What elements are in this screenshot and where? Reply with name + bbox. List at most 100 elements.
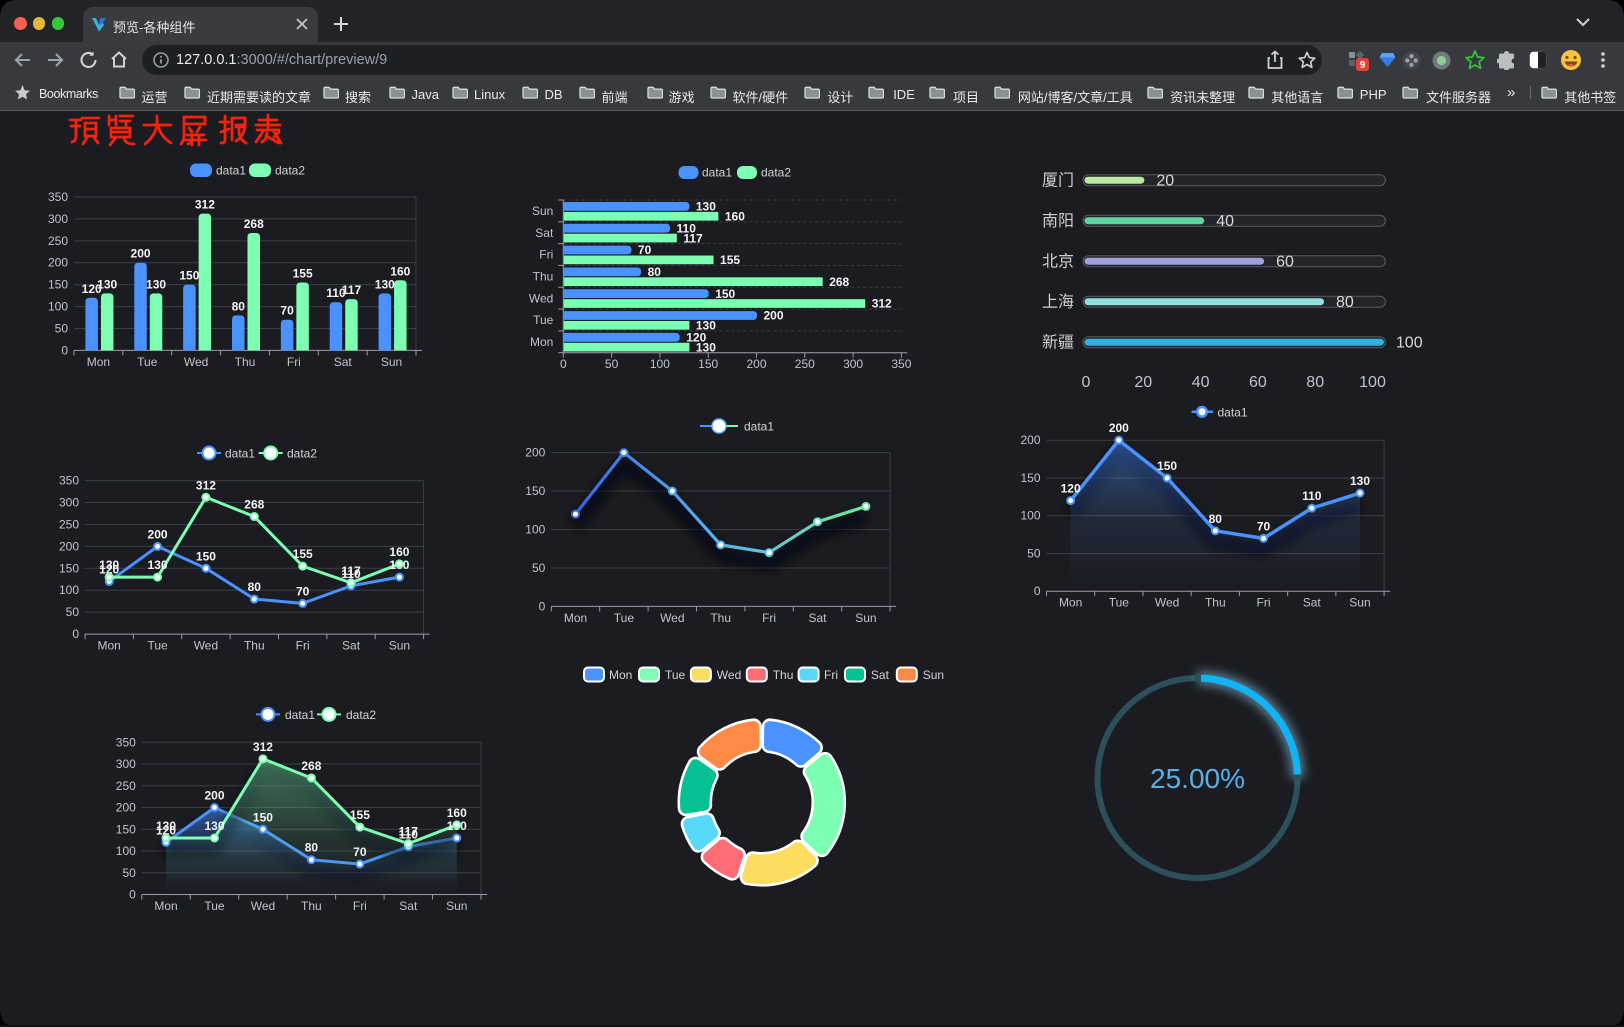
- svg-text:50: 50: [605, 357, 619, 371]
- svg-text:20: 20: [1134, 374, 1152, 391]
- svg-text:Sat: Sat: [399, 899, 418, 913]
- svg-text:Sat: Sat: [535, 226, 554, 240]
- svg-text:110: 110: [341, 567, 361, 581]
- svg-text:Wed: Wed: [1155, 596, 1179, 610]
- svg-text:data2: data2: [287, 447, 317, 461]
- svg-text:Tue: Tue: [665, 668, 686, 682]
- svg-text:Fri: Fri: [539, 248, 553, 262]
- svg-text:130: 130: [99, 558, 119, 572]
- svg-text:0: 0: [129, 888, 136, 902]
- svg-text:80: 80: [648, 265, 662, 279]
- svg-text:data1: data1: [285, 708, 315, 722]
- svg-text:data2: data2: [346, 708, 376, 722]
- svg-text:100: 100: [59, 583, 79, 597]
- svg-text:0: 0: [539, 599, 546, 613]
- svg-text:Thu: Thu: [710, 611, 731, 625]
- svg-text:130: 130: [204, 819, 224, 833]
- svg-text:160: 160: [390, 264, 410, 278]
- svg-text:200: 200: [204, 789, 224, 803]
- svg-text:Thu: Thu: [235, 355, 256, 369]
- svg-text:250: 250: [48, 234, 68, 248]
- svg-text:120: 120: [99, 562, 119, 576]
- svg-text:data1: data1: [702, 166, 732, 180]
- svg-text:350: 350: [48, 190, 68, 204]
- svg-text:160: 160: [725, 209, 745, 223]
- svg-text:50: 50: [55, 321, 69, 335]
- svg-text:Mon: Mon: [87, 355, 110, 369]
- svg-text:80: 80: [248, 580, 262, 594]
- svg-text:150: 150: [1020, 471, 1040, 485]
- svg-text:150: 150: [196, 549, 216, 563]
- svg-text:Sun: Sun: [532, 204, 553, 218]
- svg-text:Sat: Sat: [342, 639, 361, 653]
- svg-text:Sun: Sun: [381, 355, 402, 369]
- svg-text:117: 117: [683, 231, 703, 245]
- svg-text:Wed: Wed: [717, 668, 741, 682]
- svg-text:Tue: Tue: [1109, 596, 1130, 610]
- svg-text:155: 155: [293, 266, 313, 280]
- svg-text:150: 150: [715, 287, 735, 301]
- svg-text:Mon: Mon: [98, 639, 121, 653]
- svg-text:Thu: Thu: [244, 639, 265, 653]
- svg-text:160: 160: [447, 806, 467, 820]
- svg-text:Wed: Wed: [251, 899, 275, 913]
- svg-text:Sun: Sun: [923, 668, 944, 682]
- svg-text:50: 50: [122, 866, 136, 880]
- svg-text:268: 268: [301, 759, 321, 773]
- svg-text:Wed: Wed: [184, 355, 208, 369]
- svg-text:70: 70: [638, 243, 652, 257]
- svg-text:Sun: Sun: [389, 639, 410, 653]
- svg-text:250: 250: [795, 357, 815, 371]
- svg-text:Fri: Fri: [824, 668, 838, 682]
- svg-text:200: 200: [116, 801, 136, 815]
- svg-text:Thu: Thu: [773, 668, 794, 682]
- svg-text:150: 150: [1157, 459, 1177, 473]
- svg-text:150: 150: [48, 278, 68, 292]
- svg-text:50: 50: [1027, 546, 1041, 560]
- svg-text:130: 130: [146, 277, 166, 291]
- svg-text:Mon: Mon: [564, 611, 587, 625]
- svg-text:0: 0: [560, 357, 567, 371]
- svg-text:150: 150: [525, 484, 545, 498]
- svg-text:150: 150: [253, 810, 273, 824]
- svg-text:120: 120: [82, 282, 102, 296]
- svg-text:Sat: Sat: [808, 611, 827, 625]
- svg-text:200: 200: [48, 256, 68, 270]
- svg-text:0: 0: [1082, 374, 1091, 391]
- svg-text:70: 70: [353, 845, 367, 859]
- svg-text:200: 200: [764, 309, 784, 323]
- svg-text:150: 150: [698, 357, 718, 371]
- svg-text:data2: data2: [761, 166, 791, 180]
- svg-text:Fri: Fri: [1257, 596, 1271, 610]
- svg-text:Sat: Sat: [334, 355, 353, 369]
- svg-text:Sun: Sun: [1349, 596, 1370, 610]
- svg-text:70: 70: [280, 304, 294, 318]
- svg-text:200: 200: [148, 527, 168, 541]
- svg-text:Mon: Mon: [609, 668, 632, 682]
- svg-text:Fri: Fri: [287, 355, 301, 369]
- svg-text:100: 100: [525, 523, 545, 537]
- svg-text:120: 120: [156, 823, 176, 837]
- svg-text:150: 150: [179, 269, 199, 283]
- svg-text:100: 100: [48, 300, 68, 314]
- svg-text:60: 60: [1249, 374, 1267, 391]
- svg-text:250: 250: [116, 779, 136, 793]
- svg-text:200: 200: [1109, 421, 1129, 435]
- svg-text:312: 312: [253, 740, 273, 754]
- svg-text:300: 300: [843, 357, 863, 371]
- svg-text:110: 110: [1302, 489, 1322, 503]
- svg-text:data1: data1: [225, 447, 255, 461]
- svg-text:上海: 上海: [1042, 293, 1074, 311]
- svg-text:data2: data2: [275, 164, 305, 178]
- svg-text:新疆: 新疆: [1042, 334, 1074, 352]
- svg-text:80: 80: [232, 299, 246, 313]
- svg-text:200: 200: [746, 357, 766, 371]
- svg-text:Wed: Wed: [529, 291, 553, 305]
- svg-text:Thu: Thu: [301, 899, 322, 913]
- svg-text:70: 70: [1257, 519, 1271, 533]
- svg-text:120: 120: [686, 330, 706, 344]
- svg-text:100: 100: [1020, 509, 1040, 523]
- svg-text:data1: data1: [744, 420, 774, 434]
- svg-text:Wed: Wed: [194, 639, 218, 653]
- svg-text:300: 300: [59, 496, 79, 510]
